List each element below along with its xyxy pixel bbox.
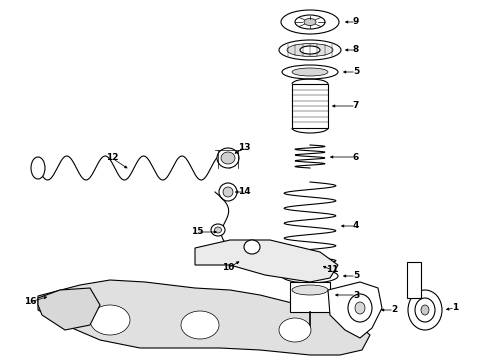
Ellipse shape: [295, 15, 325, 29]
Text: 11: 11: [326, 266, 338, 274]
Text: 2: 2: [391, 306, 397, 315]
Text: 10: 10: [222, 264, 234, 273]
Ellipse shape: [408, 290, 442, 330]
Ellipse shape: [244, 240, 260, 254]
Bar: [407, 262, 421, 298]
Polygon shape: [38, 288, 100, 330]
Text: 4: 4: [353, 221, 359, 230]
Polygon shape: [38, 280, 370, 355]
Text: 9: 9: [353, 18, 359, 27]
Ellipse shape: [31, 157, 45, 179]
Ellipse shape: [304, 18, 316, 26]
Text: 7: 7: [353, 102, 359, 111]
Text: 8: 8: [353, 45, 359, 54]
Text: 12: 12: [106, 153, 118, 162]
Bar: [290, 282, 330, 312]
Ellipse shape: [282, 269, 338, 283]
Ellipse shape: [292, 68, 328, 76]
Ellipse shape: [215, 227, 221, 233]
Ellipse shape: [282, 65, 338, 79]
Ellipse shape: [223, 187, 233, 197]
Ellipse shape: [355, 302, 365, 314]
Ellipse shape: [181, 311, 219, 339]
Text: 15: 15: [191, 228, 203, 237]
Ellipse shape: [217, 148, 239, 168]
Ellipse shape: [348, 294, 372, 322]
Polygon shape: [328, 282, 382, 338]
Ellipse shape: [421, 305, 429, 315]
Text: 16: 16: [24, 297, 36, 306]
Text: 1: 1: [452, 303, 458, 312]
Polygon shape: [195, 240, 338, 282]
Ellipse shape: [415, 298, 435, 322]
Bar: [292, 84, 328, 128]
Text: 5: 5: [353, 271, 359, 280]
Text: 14: 14: [238, 188, 250, 197]
Ellipse shape: [300, 46, 320, 54]
Text: 6: 6: [353, 153, 359, 162]
Ellipse shape: [281, 10, 339, 34]
Ellipse shape: [279, 40, 341, 60]
Text: 13: 13: [238, 144, 250, 153]
Text: 5: 5: [353, 68, 359, 77]
Ellipse shape: [221, 152, 235, 164]
Ellipse shape: [292, 272, 328, 280]
Ellipse shape: [287, 44, 333, 57]
Ellipse shape: [292, 285, 328, 295]
Ellipse shape: [90, 305, 130, 335]
Ellipse shape: [279, 318, 311, 342]
Text: 3: 3: [353, 291, 359, 300]
Ellipse shape: [211, 224, 225, 236]
Ellipse shape: [219, 183, 237, 201]
